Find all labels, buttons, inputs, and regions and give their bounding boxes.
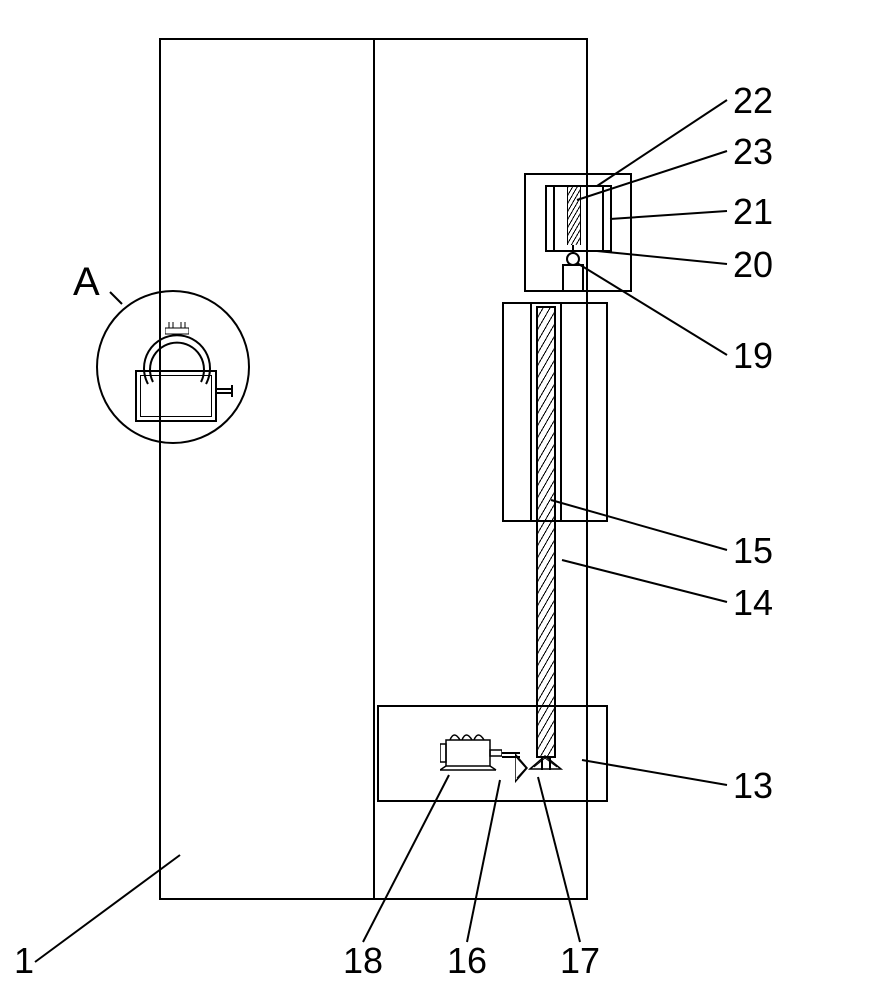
detail-a-pin2 <box>217 392 231 394</box>
motor <box>440 722 502 772</box>
detail-a-pin <box>217 388 231 390</box>
ball-seat-r <box>582 264 584 292</box>
label-22: 22 <box>733 80 773 122</box>
spring-housing-inner-l <box>553 185 555 252</box>
label-23: 23 <box>733 131 773 173</box>
screw-bevel-l <box>541 758 543 770</box>
label-13: 13 <box>733 765 773 807</box>
screw-guide-right <box>560 302 562 522</box>
screw-shaft <box>536 306 556 758</box>
spring <box>567 187 581 245</box>
detail-a-pin-cap <box>231 385 233 397</box>
label-16: 16 <box>447 940 487 982</box>
center-divider <box>373 38 375 900</box>
label-14: 14 <box>733 582 773 624</box>
label-1: 1 <box>14 940 34 982</box>
label-20: 20 <box>733 244 773 286</box>
label-17: 17 <box>560 940 600 982</box>
label-19: 19 <box>733 335 773 377</box>
detail-a-fixture <box>165 322 189 336</box>
detail-a-ring <box>136 328 218 410</box>
label-21: 21 <box>733 191 773 233</box>
ball-seat-top <box>562 264 584 266</box>
diagram-canvas: A 1 22 23 21 20 19 15 14 13 18 16 17 <box>0 0 869 1000</box>
label-18: 18 <box>343 940 383 982</box>
label-15: 15 <box>733 530 773 572</box>
label-a: A <box>73 260 100 305</box>
screw-guide-left <box>530 302 532 522</box>
screw-bevel-r <box>549 758 551 770</box>
ball-seat-l <box>562 264 564 292</box>
spring-housing-inner-r <box>602 185 604 252</box>
